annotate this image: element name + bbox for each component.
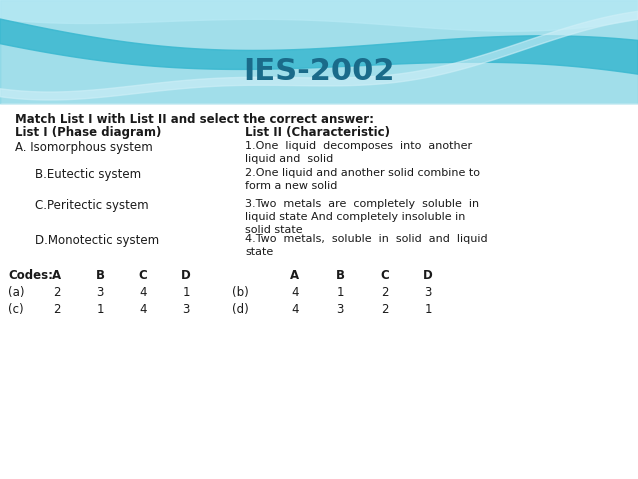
Text: C: C: [138, 269, 147, 282]
Text: (c): (c): [8, 303, 24, 316]
Text: 4: 4: [139, 286, 147, 299]
Text: Match List I with List II and select the correct answer:: Match List I with List II and select the…: [15, 113, 374, 126]
Text: D.Monotectic system: D.Monotectic system: [35, 234, 159, 247]
Text: (b): (b): [232, 286, 248, 299]
Bar: [0, 104, 638, 479]
Text: (d): (d): [232, 303, 248, 316]
Text: 2.One liquid and another solid combine to
form a new solid: 2.One liquid and another solid combine t…: [245, 168, 480, 191]
Text: B: B: [96, 269, 105, 282]
Text: C: C: [381, 269, 389, 282]
Text: 2: 2: [53, 286, 61, 299]
Text: 1.One  liquid  decomposes  into  another
liquid and  solid: 1.One liquid decomposes into another liq…: [245, 141, 472, 164]
Text: List I (Phase diagram): List I (Phase diagram): [15, 126, 161, 139]
Text: 4: 4: [292, 286, 299, 299]
Text: A: A: [52, 269, 61, 282]
Text: 2: 2: [382, 286, 389, 299]
Text: (a): (a): [8, 286, 24, 299]
Text: D: D: [181, 269, 191, 282]
Text: 1: 1: [96, 303, 104, 316]
Text: Codes:: Codes:: [8, 269, 53, 282]
Text: 2: 2: [53, 303, 61, 316]
Text: 1: 1: [182, 286, 189, 299]
Text: 4.Two  metals,  soluble  in  solid  and  liquid
state: 4.Two metals, soluble in solid and liqui…: [245, 234, 487, 257]
Text: A: A: [290, 269, 300, 282]
Text: C.Peritectic system: C.Peritectic system: [35, 199, 149, 212]
Text: 3: 3: [336, 303, 344, 316]
Text: B.Eutectic system: B.Eutectic system: [35, 168, 141, 181]
Text: D: D: [423, 269, 433, 282]
Text: List II (Characteristic): List II (Characteristic): [245, 126, 390, 139]
Text: 1: 1: [424, 303, 432, 316]
Text: IES-2002: IES-2002: [243, 57, 395, 85]
Text: 4: 4: [139, 303, 147, 316]
Text: 1: 1: [336, 286, 344, 299]
Text: 3.Two  metals  are  completely  soluble  in
liquid state And completely insolubl: 3.Two metals are completely soluble in l…: [245, 199, 479, 235]
Text: 3: 3: [96, 286, 104, 299]
Text: 2: 2: [382, 303, 389, 316]
Text: 3: 3: [182, 303, 189, 316]
Text: A. Isomorphous system: A. Isomorphous system: [15, 141, 152, 154]
Text: 3: 3: [424, 286, 432, 299]
Text: 4: 4: [292, 303, 299, 316]
Text: B: B: [336, 269, 345, 282]
